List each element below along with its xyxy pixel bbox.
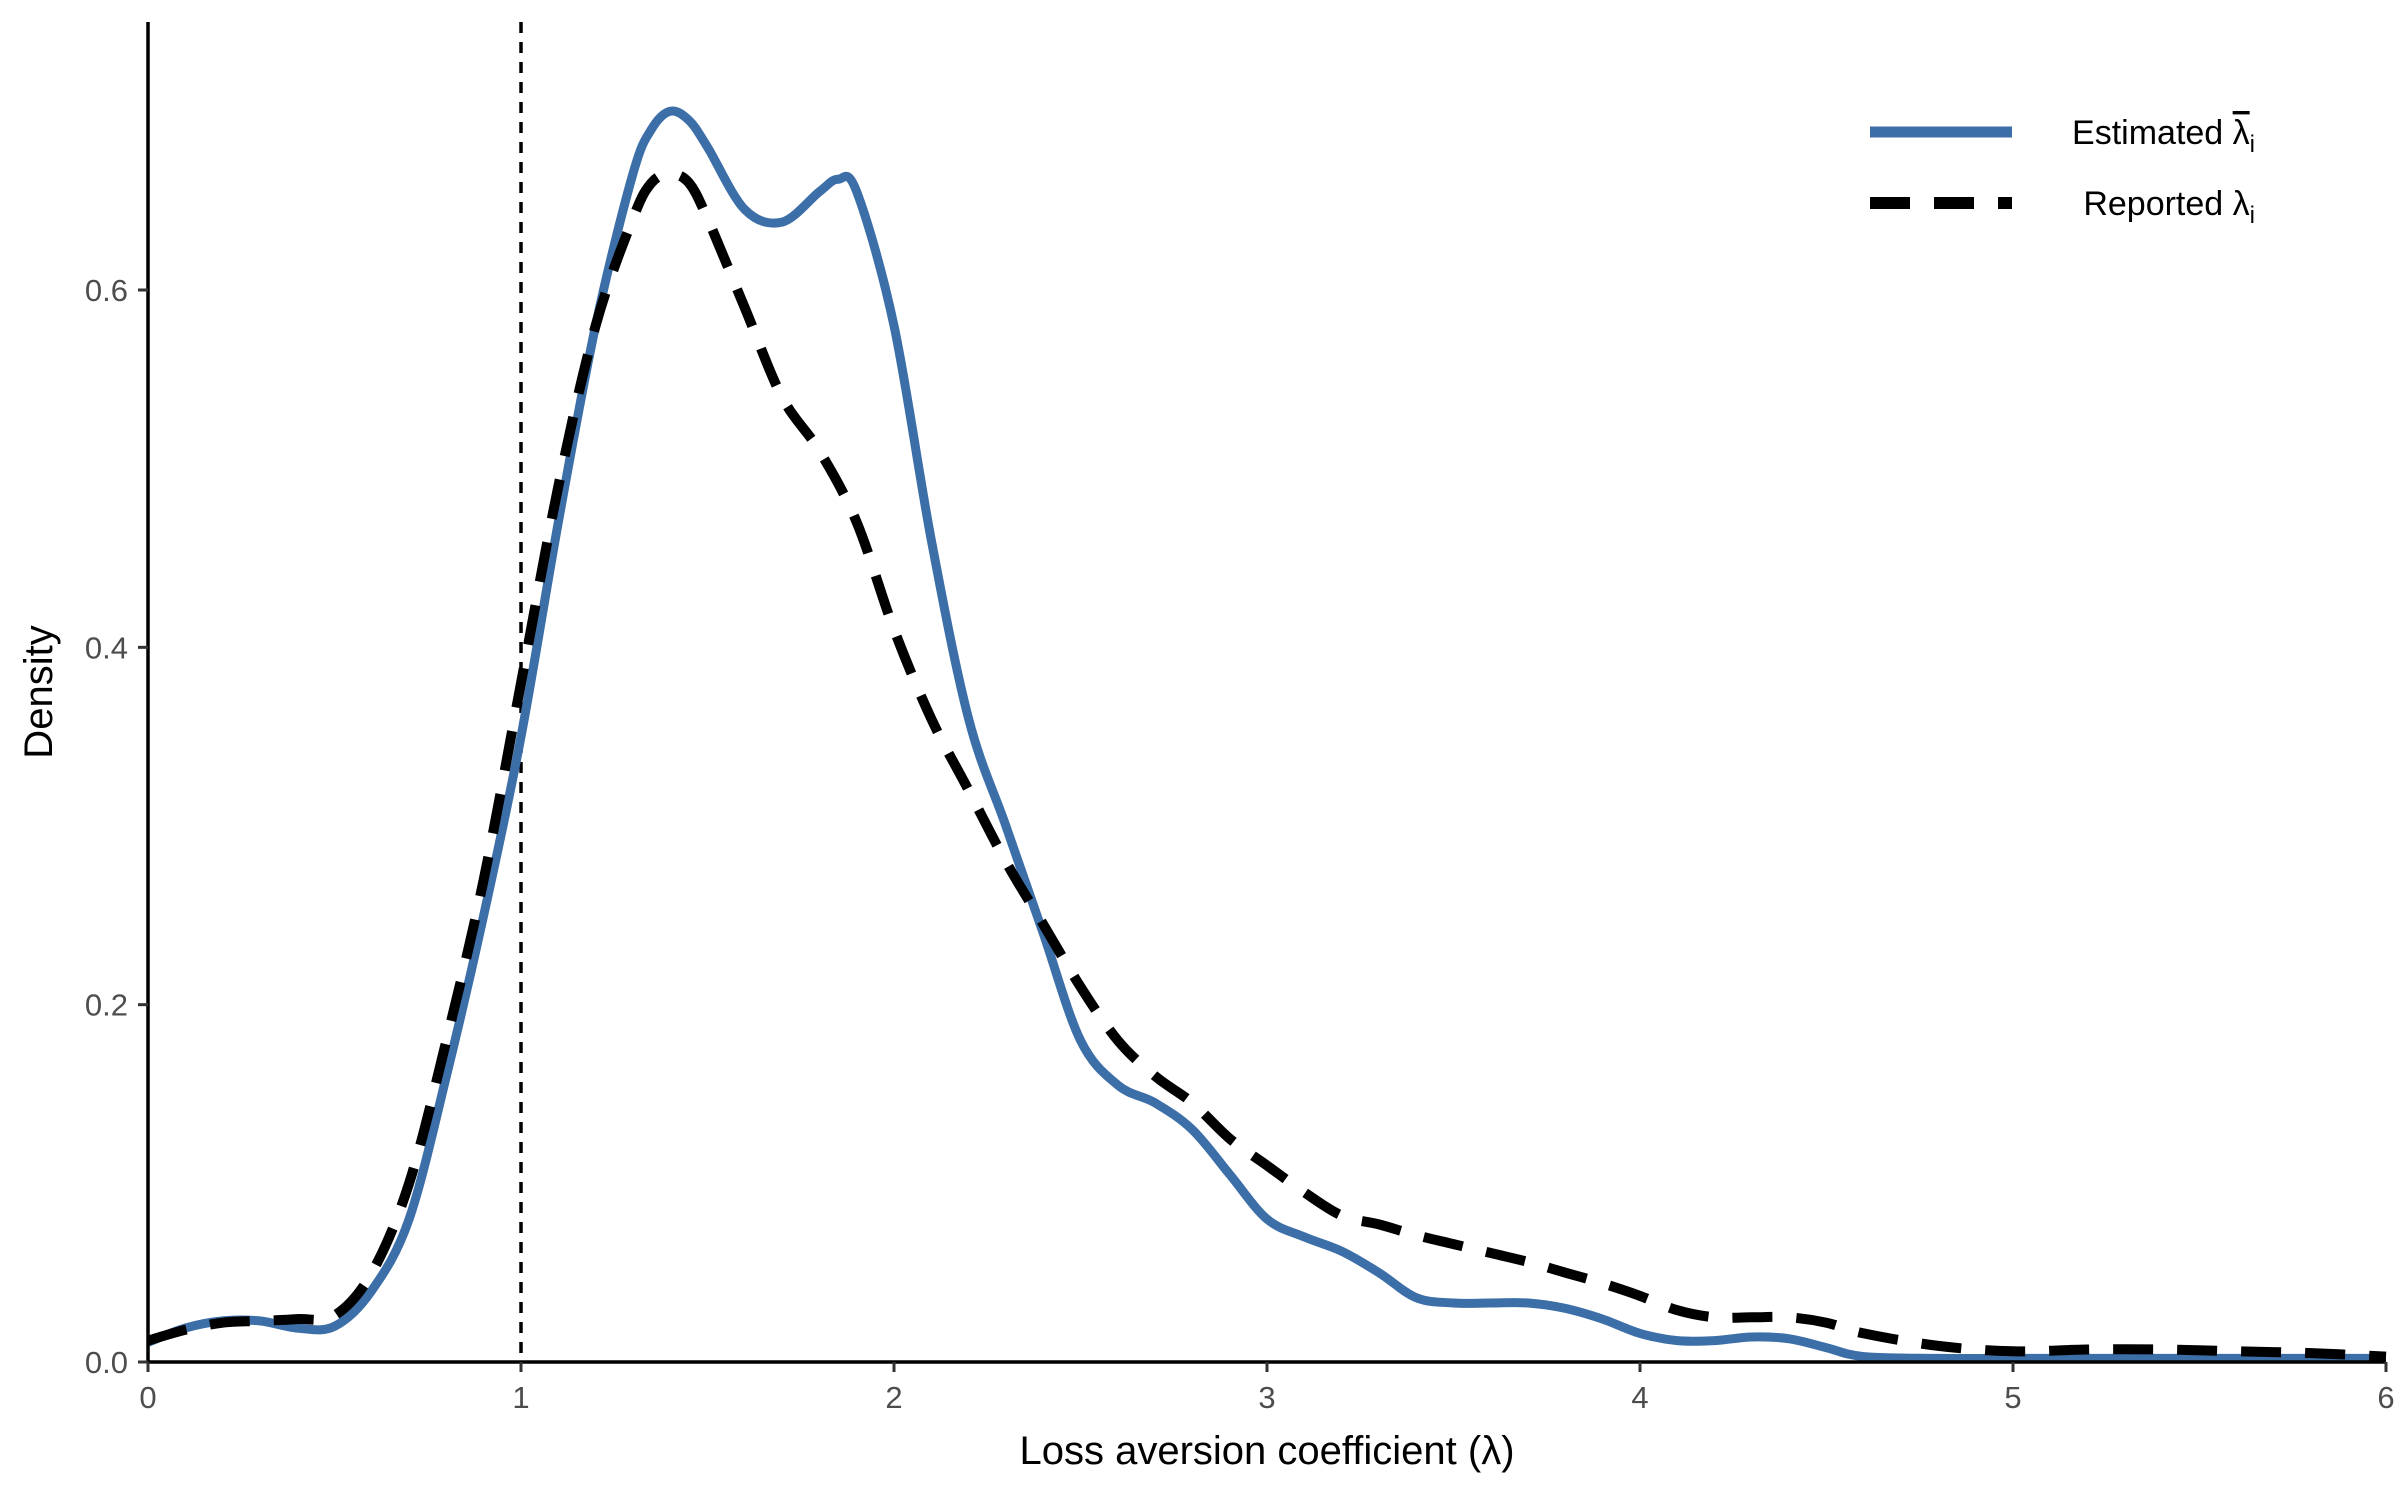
legend-label-estimated: Estimated λi [2072,114,2255,158]
y-axis-title: Density [17,625,61,758]
legend-label-reported: Reported λi [2083,185,2255,229]
x-tick-label: 0 [139,1380,156,1415]
y-ticks: 0.0 0.2 0.4 0.6 [85,273,148,1380]
y-tick-label: 0.0 [85,1345,128,1380]
y-tick-label: 0.2 [85,988,128,1023]
series-layer [146,106,2387,1364]
legend: Estimated λi Reported λi [1870,114,2255,229]
x-tick-label: 2 [885,1380,902,1415]
x-tick-label: 6 [2377,1380,2394,1415]
x-tick-label: 5 [2004,1380,2021,1415]
y-tick-label: 0.4 [85,630,128,665]
x-tick-label: 3 [1258,1380,1275,1415]
x-tick-label: 4 [1631,1380,1648,1415]
y-tick-label: 0.6 [85,273,128,308]
x-axis-title: Loss aversion coefficient (λ) [1019,1429,1514,1473]
series-line-estimated [146,106,2386,1364]
series-line-reported [146,168,2387,1362]
x-ticks: 0 1 2 3 4 5 6 [139,1362,2395,1415]
x-tick-label: 1 [512,1380,529,1415]
